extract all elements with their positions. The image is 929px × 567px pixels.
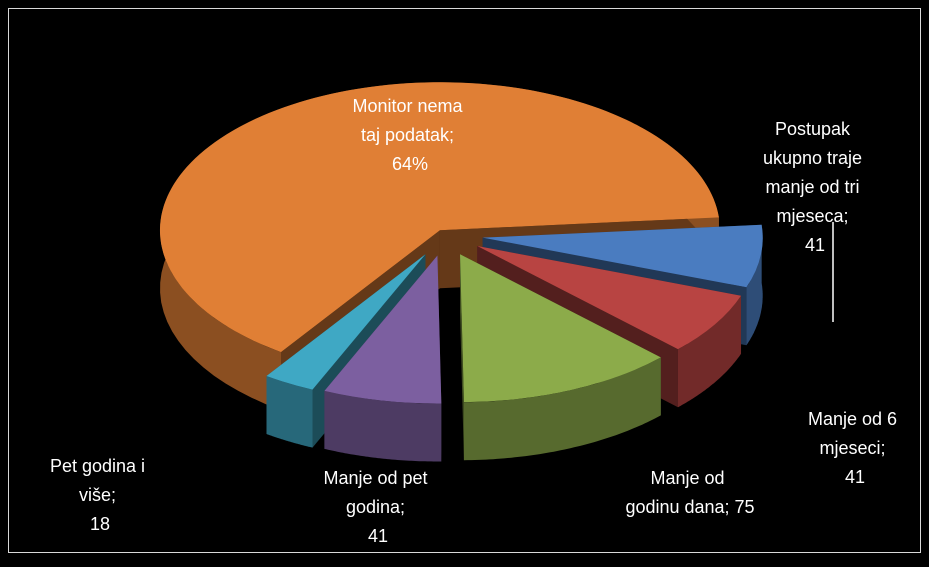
slice (460, 254, 661, 403)
slice (266, 254, 426, 390)
label-line: Postupak (775, 119, 855, 139)
slice-side (460, 254, 464, 461)
data-label: Manje od godinu dana; 75 (625, 468, 754, 517)
label-line: 41 (805, 235, 825, 255)
data-label: Manje od 6 mjeseci; 41 (808, 409, 902, 487)
data-label: Manje od pet godina; 41 (323, 468, 432, 546)
slice-wall (463, 357, 661, 461)
slice (159, 82, 719, 353)
slice-wall (324, 390, 442, 462)
label-line: godinu dana; 75 (625, 497, 754, 517)
slice-wall (678, 295, 741, 408)
label-line: 41 (368, 526, 388, 546)
label-line: ukupno traje (763, 148, 867, 168)
slice-wall (746, 224, 763, 346)
data-label: Pet godina i više; 18 (50, 456, 150, 534)
pie (159, 82, 763, 462)
label-line: 64% (392, 154, 428, 174)
label-line: 41 (845, 467, 865, 487)
chart-border (8, 8, 921, 553)
label-line: mjeseca; (776, 206, 853, 226)
label-line: taj podatak; (361, 125, 459, 145)
label-line: više; (79, 485, 121, 505)
slice (477, 246, 742, 350)
label-line: Manje od pet (323, 468, 432, 488)
data-label: Monitor nema taj podatak; 64% (352, 96, 467, 174)
slice (482, 224, 763, 288)
label-line: 18 (90, 514, 110, 534)
slice (324, 255, 442, 404)
slice-wall (266, 376, 313, 448)
label-line: godina; (346, 497, 410, 517)
label-line: mjeseci; (819, 438, 890, 458)
label-line: Pet godina i (50, 456, 150, 476)
data-label: Postupak ukupno traje manje od tri mjese… (763, 119, 867, 255)
label-line: Manje od 6 (808, 409, 902, 429)
label-line: Monitor nema (352, 96, 467, 116)
data-labels: Postupak ukupno traje manje od tri mjese… (50, 96, 902, 546)
label-line: manje od tri (765, 177, 864, 197)
label-line: Manje od (650, 468, 729, 488)
